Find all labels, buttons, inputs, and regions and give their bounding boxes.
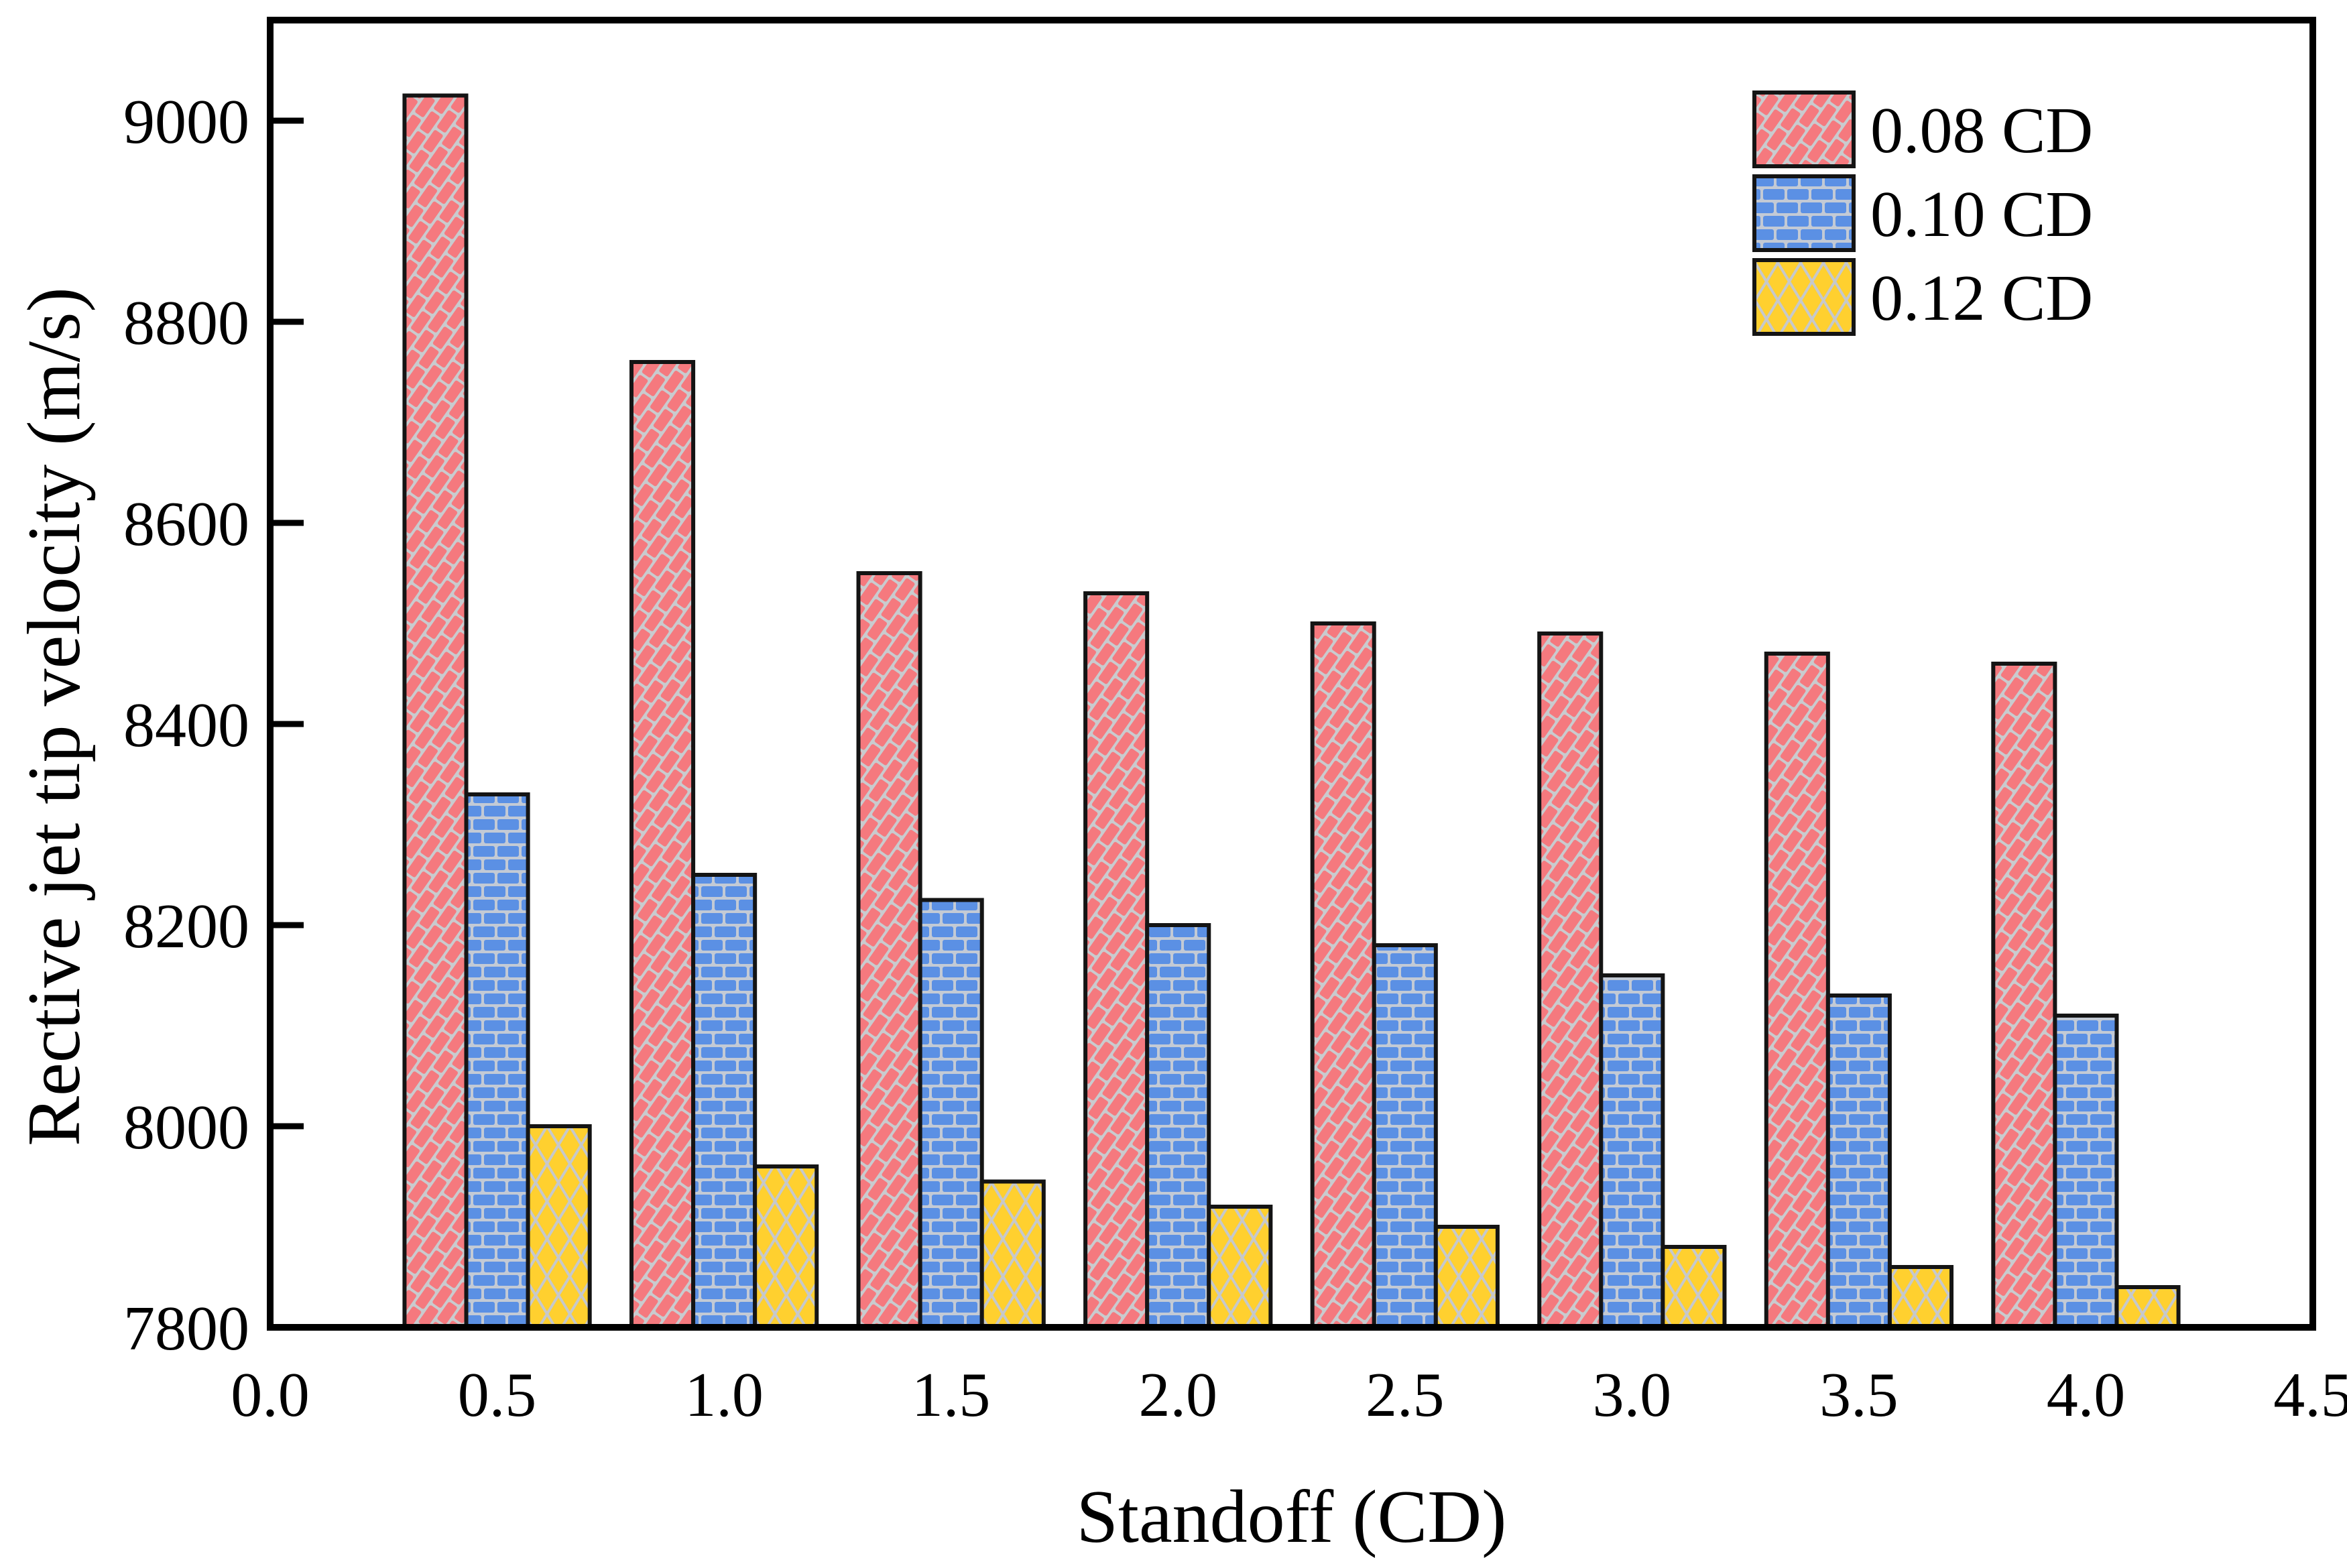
bar-0.08-cd-x1 (629, 360, 696, 1329)
bar-0.12-cd-x1 (753, 1164, 819, 1329)
bar-0.12-cd-x1.5 (979, 1179, 1046, 1329)
y-tick-label: 8200 (123, 892, 249, 961)
bar-0.12-cd-x0.5 (526, 1124, 592, 1329)
x-axis-title: Standoff (CD) (1077, 1475, 1507, 1559)
y-axis-title: Rective jet tip velocity (m/s) (13, 287, 96, 1146)
x-tick-label: 2.5 (1366, 1360, 1445, 1430)
y-tick-label: 8400 (123, 690, 249, 760)
x-tick-label: 0.5 (458, 1360, 537, 1430)
bar-0.10-cd-x2.5 (1372, 943, 1438, 1329)
legend-swatch-0.08-cd (1752, 91, 1856, 168)
x-tick-label: 3.0 (1593, 1360, 1672, 1430)
x-tick-label: 0.0 (231, 1360, 310, 1430)
bar-0.10-cd-x1.5 (918, 898, 984, 1329)
x-tick-label: 1.0 (684, 1360, 764, 1430)
legend-label: 0.08 CD (1870, 95, 2093, 167)
legend-swatch-0.10-cd (1752, 174, 1856, 252)
bar-0.08-cd-x3.5 (1764, 652, 1830, 1329)
bar-0.08-cd-x0.5 (402, 93, 469, 1329)
bar-0.12-cd-x3.5 (1887, 1265, 1954, 1329)
y-tick-label: 8800 (123, 288, 249, 358)
y-tick-label: 7800 (123, 1294, 249, 1364)
x-tick-label: 2.0 (1138, 1360, 1217, 1430)
bar-0.08-cd-x2 (1083, 591, 1150, 1329)
bar-0.10-cd-x1 (691, 873, 758, 1329)
bar-0.12-cd-x2.5 (1433, 1225, 1500, 1329)
x-tick-label: 4.0 (2047, 1360, 2126, 1430)
y-tick-label: 8600 (123, 489, 249, 559)
bar-0.12-cd-x2 (1207, 1205, 1273, 1329)
bar-0.10-cd-x2 (1145, 923, 1211, 1329)
legend-swatch-0.12-cd (1752, 258, 1856, 336)
bar-0.08-cd-x3 (1537, 631, 1604, 1329)
bar-0.10-cd-x3 (1599, 973, 1665, 1329)
plot-border (267, 17, 2316, 1331)
y-tick-label: 9000 (123, 87, 249, 157)
bar-0.12-cd-x3 (1661, 1245, 1727, 1329)
bar-0.08-cd-x2.5 (1310, 621, 1376, 1329)
legend-label: 0.10 CD (1870, 178, 2093, 251)
y-tick-label: 8000 (123, 1093, 249, 1162)
x-tick-label: 1.5 (912, 1360, 991, 1430)
x-tick-label: 4.5 (2273, 1360, 2347, 1430)
legend-label: 0.12 CD (1870, 262, 2093, 335)
bar-0.08-cd-x4 (1991, 662, 2057, 1329)
bar-0.08-cd-x1.5 (856, 571, 922, 1329)
bar-0.10-cd-x3.5 (1825, 993, 1892, 1329)
bar-0.10-cd-x4 (2053, 1014, 2119, 1329)
bar-0.12-cd-x4 (2114, 1285, 2181, 1329)
bar-0.10-cd-x0.5 (464, 792, 530, 1329)
x-tick-label: 3.5 (1819, 1360, 1899, 1430)
